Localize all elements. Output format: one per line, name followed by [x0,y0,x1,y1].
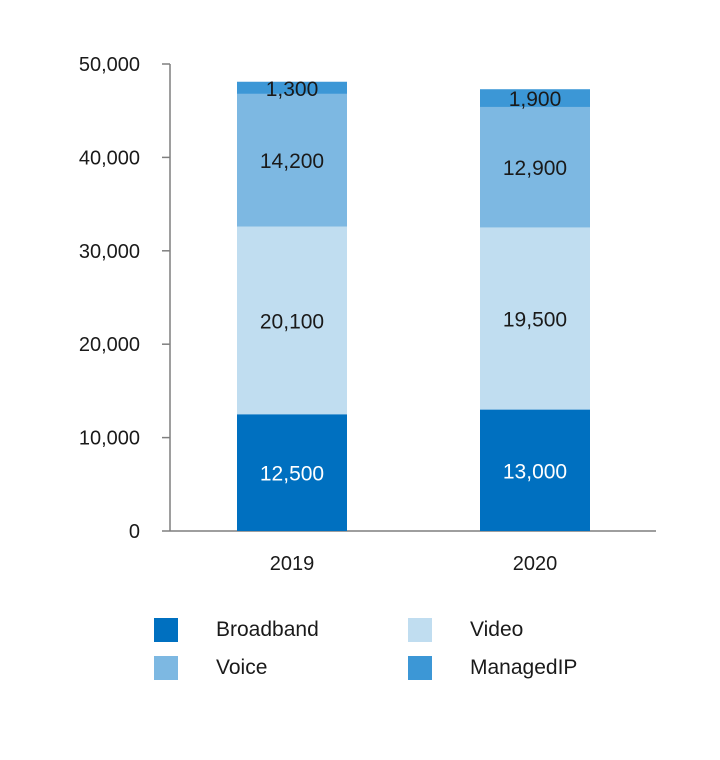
data-label-managedip-2019: 1,300 [266,78,319,101]
data-label-video-2019: 20,100 [260,310,324,333]
y-axis: 0 10,000 20,000 30,000 40,000 50,000 [79,54,171,543]
bar-segment-broadband-2019 [237,414,347,531]
y-tick-label: 30,000 [79,241,140,263]
data-label-broadband-2020: 13,000 [503,460,567,483]
x-tick-label-2020: 2020 [513,553,558,575]
bar-segment-managedip-2019 [237,81,347,94]
y-tick-label: 40,000 [79,147,140,169]
data-label-managedip-2020: 1,900 [509,88,562,111]
data-label-video-2020: 19,500 [503,309,567,332]
y-tick-label: 10,000 [79,428,140,450]
bar-segment-managedip-2020 [480,89,590,107]
x-axis: 2019 2020 [170,530,656,575]
y-tick-label: 20,000 [79,334,140,356]
bar-segment-video-2020 [480,227,590,410]
y-tick-label: 50,000 [79,54,140,76]
bar-segment-voice-2019 [237,93,347,227]
data-label-voice-2020: 12,900 [503,157,567,180]
x-tick-label-2019: 2019 [270,553,315,575]
data-label-broadband-2019: 12,500 [260,463,324,486]
y-tick-label: 0 [129,521,140,543]
bar-segment-broadband-2020 [480,409,590,531]
bar-segment-video-2019 [237,226,347,415]
segment-labels: 12,500 20,100 14,200 1,300 13,000 19,500 12,90… [260,78,567,486]
bar-segment-voice-2020 [480,106,590,228]
bars [237,81,590,531]
data-label-voice-2019: 14,200 [260,150,324,173]
